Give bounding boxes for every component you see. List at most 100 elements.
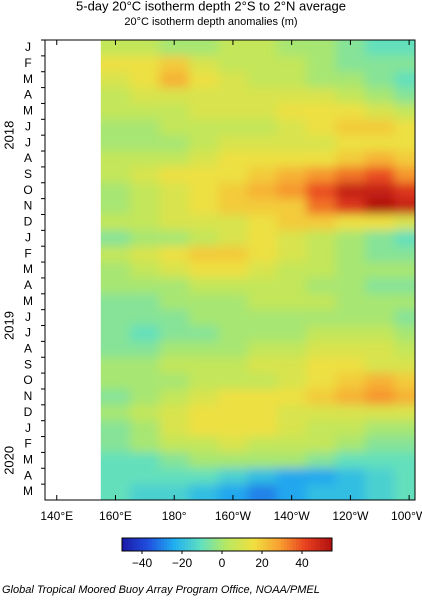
heatmap-cell — [130, 452, 161, 469]
heatmap-cell — [394, 309, 416, 327]
month-label: J — [25, 40, 31, 54]
heatmap-cell — [365, 341, 395, 358]
heatmap-cell — [130, 420, 161, 438]
heatmap-cell — [394, 230, 416, 247]
heatmap-cell — [218, 182, 249, 200]
heatmap-cell — [159, 357, 190, 374]
colorbar-segment — [215, 538, 219, 551]
heatmap-cell — [130, 151, 161, 168]
month-label: F — [24, 56, 31, 70]
heatmap-cell — [335, 71, 366, 89]
x-tick-label: 160°W — [215, 509, 252, 523]
heatmap-cell — [100, 309, 131, 327]
heatmap-cell — [159, 341, 190, 358]
heatmap-cell — [335, 357, 366, 374]
heatmap-cell — [188, 373, 219, 390]
heatmap-cell — [100, 55, 131, 73]
colorbar-segment — [260, 538, 264, 551]
heatmap-cell — [306, 214, 337, 231]
heatmap-cell — [365, 325, 395, 342]
heatmap-cell — [100, 151, 131, 168]
colorbar-segment — [278, 538, 282, 551]
heatmap-cell — [188, 262, 219, 279]
heatmap-cell — [365, 198, 395, 215]
heatmap-cell — [335, 182, 366, 200]
heatmap-cell — [159, 55, 190, 73]
colorbar-segment — [245, 538, 249, 551]
heatmap-cell — [218, 277, 249, 295]
heatmap-cell — [394, 277, 416, 295]
heatmap-cell — [218, 166, 249, 184]
heatmap-cell — [365, 262, 395, 279]
heatmap-cell — [218, 230, 249, 247]
heatmap-cell — [335, 468, 366, 485]
month-label: M — [23, 484, 33, 498]
x-tick-label: 140°E — [40, 509, 73, 523]
heatmap-cell — [130, 119, 161, 136]
heatmap-cell — [188, 325, 219, 342]
heatmap-cell — [276, 135, 307, 152]
heatmap-cell — [394, 404, 416, 422]
colorbar-segment — [290, 538, 294, 551]
heatmap-cell — [159, 436, 190, 453]
colorbar-segment — [149, 538, 153, 551]
heatmap-cell — [365, 246, 395, 263]
colorbar-segment — [176, 538, 180, 551]
heatmap-cell — [159, 325, 190, 342]
heatmap-cell — [394, 214, 416, 231]
heatmap-cell — [188, 341, 219, 358]
heatmap-cell — [130, 468, 161, 485]
month-label: F — [24, 246, 31, 260]
colorbar-tick-label: −20 — [172, 556, 193, 570]
heatmap-cell — [100, 325, 131, 342]
colorbar-segment — [326, 538, 330, 551]
heatmap-cell — [218, 484, 249, 500]
colorbar-segment — [311, 538, 315, 551]
colorbar-segment — [182, 538, 186, 551]
heatmap-cell — [218, 151, 249, 168]
colorbar-segment — [299, 538, 303, 551]
heatmap-cell — [394, 373, 416, 390]
heatmap-cell — [159, 452, 190, 469]
heatmap-cell — [335, 135, 366, 152]
heatmap-cell — [335, 166, 366, 184]
heatmap-cell — [130, 309, 161, 327]
heatmap-cell — [247, 468, 278, 485]
heatmap-cell — [306, 198, 337, 215]
heatmap-cell — [218, 135, 249, 152]
heatmap-cell — [276, 198, 307, 215]
month-label: M — [23, 72, 33, 86]
heatmap-cell — [306, 484, 337, 500]
colorbar-segment — [275, 538, 279, 551]
heatmap-cell — [365, 230, 395, 247]
heatmap-cell — [335, 151, 366, 168]
plot-frame — [44, 39, 416, 501]
month-label: D — [24, 405, 33, 419]
heatmap-cell — [159, 420, 190, 438]
heatmap-cell — [188, 119, 219, 136]
heatmap-cell — [247, 119, 278, 136]
heatmap-cell — [365, 388, 395, 406]
heatmap-cell — [276, 484, 307, 500]
heatmap-cell — [159, 182, 190, 200]
heatmap-cell — [335, 119, 366, 136]
heatmap-cell — [306, 309, 337, 327]
colorbar-segment — [284, 538, 288, 551]
heatmap-cell — [247, 151, 278, 168]
heatmap-cell — [100, 262, 131, 279]
heatmap-cell — [306, 468, 337, 485]
heatmap-cell — [335, 246, 366, 263]
heatmap-cell — [247, 341, 278, 358]
heatmap-cell — [100, 388, 131, 406]
colorbar-segment — [212, 538, 216, 551]
heatmap-cell — [188, 246, 219, 263]
heatmap-cell — [394, 87, 416, 104]
heatmap-cell — [188, 55, 219, 73]
colorbar-segment — [197, 538, 201, 551]
heatmap-cell — [159, 87, 190, 104]
year-label: 2019 — [1, 311, 16, 340]
heatmap-cell — [365, 277, 395, 295]
heatmap-cell — [130, 341, 161, 358]
heatmap-cell — [247, 357, 278, 374]
heatmap-cell — [130, 71, 161, 89]
